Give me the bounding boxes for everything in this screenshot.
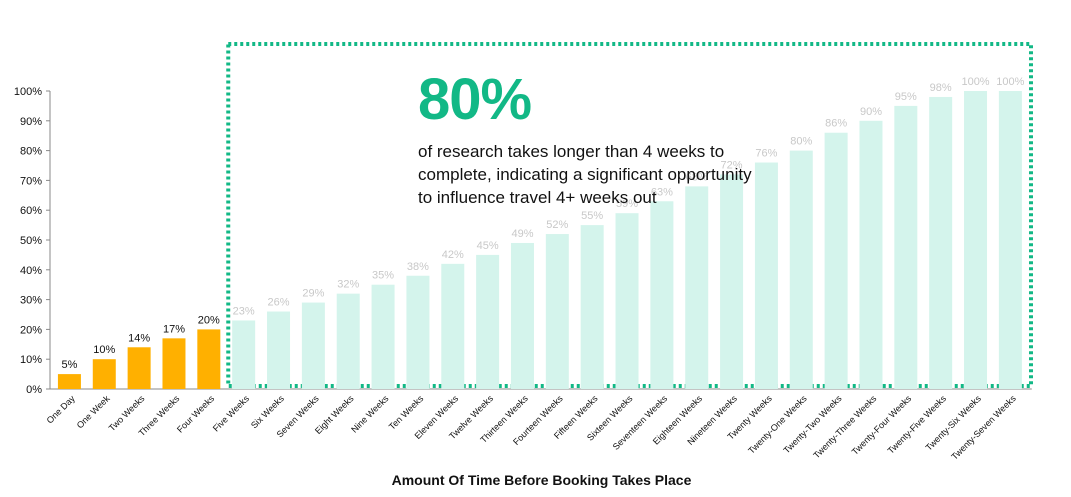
bar [232,320,256,389]
data-label: 42% [442,249,464,261]
data-label: 10% [93,344,115,356]
bar [650,201,674,389]
bar [510,242,534,389]
bar [615,213,639,389]
callout-text: of research takes longer than 4 weeks to… [418,142,752,207]
bars [57,91,1022,390]
bar [998,91,1022,389]
x-tick-label: One Week [75,393,112,430]
bar [127,347,151,389]
x-tick-label: Five Weeks [211,393,252,434]
y-tick-label: 40% [20,265,42,277]
y-tick-label: 100% [14,86,42,98]
highlight-box [226,42,1033,388]
x-tick-label: Twenty-Seven Weeks [949,393,1018,462]
bar [964,91,988,389]
data-label: 100% [961,76,989,88]
bar [92,359,116,389]
data-label: 90% [860,106,882,118]
data-label: 80% [790,136,812,148]
data-label: 14% [128,332,150,344]
bar [267,311,291,389]
y-tick-label: 30% [20,295,42,307]
x-tick-label: Four Weeks [175,393,217,435]
bar [685,186,709,389]
data-labels: 5% 10% 14% 17% 20% 23% 26% 29% 32% 35% 38% 42% 45% 49… [61,76,1024,371]
data-label: 29% [302,288,324,300]
x-tick-label: Twenty-Three Weeks [811,393,878,460]
highlight-frame [226,42,1033,388]
data-label: 98% [930,82,952,94]
data-label: 100% [996,76,1024,88]
bar [336,293,360,389]
data-label: 63% [651,186,673,198]
bar [580,225,604,389]
bar [371,284,395,389]
bar [197,329,221,389]
x-tick-label: One Day [45,393,78,426]
bar [894,105,918,390]
x-tick-label: Twenty-Two Weeks [781,393,843,455]
y-tick-label: 60% [20,205,42,217]
x-tick-label: Twenty-Five Weeks [886,393,949,456]
y-tick-label: 80% [20,146,42,158]
y-tick-label: 70% [20,175,42,187]
data-label: 17% [163,323,185,335]
bar [406,275,430,389]
data-label: 68% [686,171,708,183]
data-label: 86% [825,118,847,130]
bar [162,338,186,389]
bar [859,120,883,390]
bar [824,132,848,389]
bar [929,96,953,390]
bar [301,302,325,389]
data-label: 76% [755,148,777,160]
data-label: 32% [337,279,359,291]
bar [789,150,813,389]
x-tick-label: Twenty-One Weeks [746,393,809,456]
bar [545,234,569,389]
y-tick-label: 20% [20,324,42,336]
data-label: 45% [477,240,499,252]
data-label: 35% [372,270,394,282]
y-tick-label: 50% [20,235,42,247]
bar [720,174,744,389]
data-label: 5% [61,359,77,371]
bar [441,263,465,389]
data-label: 52% [546,219,568,231]
data-label: 49% [511,228,533,240]
y-tick-label: 0% [26,384,42,396]
data-label: 20% [198,314,220,326]
callout-headline: 80% [418,67,532,132]
bar [476,254,500,389]
data-label: 95% [895,91,917,103]
x-tick-label: Twenty-Four Weeks [850,393,914,457]
data-label: 38% [407,261,429,273]
data-label: 26% [268,297,290,309]
callout: 80% of research takes longer than 4 week… [418,70,838,209]
x-axis-title: Amount Of Time Before Booking Takes Plac… [391,472,692,488]
data-label: 55% [581,210,603,222]
x-tick-label: Six Weeks [249,393,286,430]
x-tick-label: Nine Weeks [349,393,391,435]
bar [754,162,778,389]
y-tick-label: 10% [20,354,42,366]
data-label: 72% [721,159,743,171]
data-label: 23% [233,305,255,317]
data-label: 59% [616,198,638,210]
y-tick-label: 90% [20,116,42,128]
bar [57,374,81,389]
